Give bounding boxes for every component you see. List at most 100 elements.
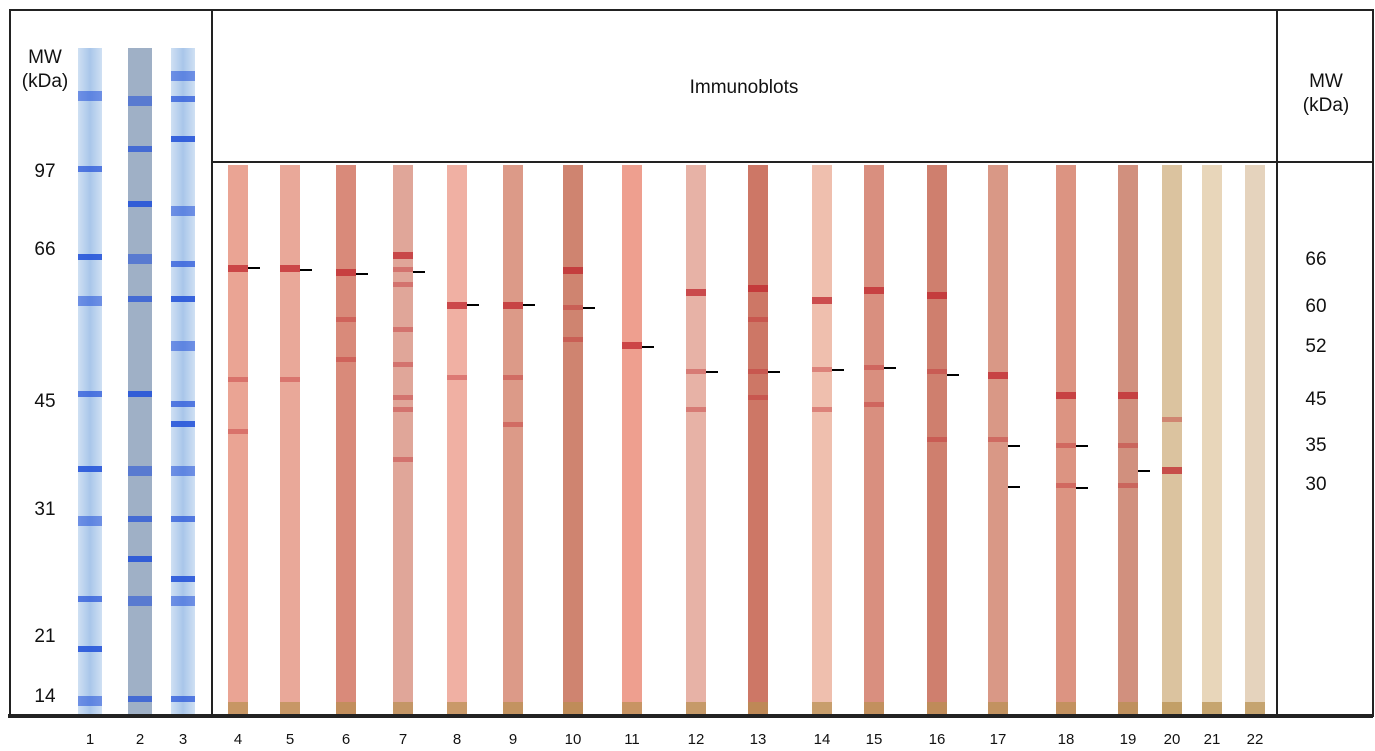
blot-band — [503, 375, 523, 380]
strip-base — [812, 702, 832, 714]
blot-strip — [927, 165, 947, 714]
strip-base — [228, 702, 248, 714]
gel-band — [128, 696, 152, 702]
blot-band — [393, 457, 413, 462]
blot-band — [1118, 392, 1138, 399]
mw-label: 66 — [1305, 249, 1326, 270]
lane-number: 1 — [86, 731, 94, 748]
blot-strip — [686, 165, 706, 714]
strip-base — [563, 702, 583, 714]
lane-number: 11 — [624, 731, 640, 748]
blot-strip — [1162, 165, 1182, 714]
blot-band — [864, 287, 884, 294]
blot-band — [1162, 417, 1182, 422]
blot-band — [563, 337, 583, 342]
blot-band — [748, 369, 768, 374]
lane-number: 12 — [688, 731, 705, 748]
blot-band — [503, 422, 523, 427]
blot-band — [393, 407, 413, 412]
lane-number: 8 — [453, 731, 461, 748]
blot-strip — [1245, 165, 1265, 714]
gel-band — [128, 596, 152, 606]
strip-base — [503, 702, 523, 714]
gel-band — [128, 556, 152, 562]
lane-number: 16 — [929, 731, 946, 748]
strip-base — [622, 702, 642, 714]
strip-base — [393, 702, 413, 714]
gel-band — [128, 296, 152, 302]
mw-label: 45 — [34, 391, 55, 412]
blot-band — [748, 317, 768, 322]
blot-band — [228, 265, 248, 272]
lane-number: 4 — [234, 731, 242, 748]
gel-band — [171, 341, 195, 351]
gel-band — [78, 516, 102, 526]
blot-strip — [503, 165, 523, 714]
gel-band — [78, 254, 102, 260]
axis-title: (kDa) — [22, 71, 68, 92]
gel-band — [171, 206, 195, 216]
blot-band — [927, 437, 947, 442]
blot-strip — [622, 165, 642, 714]
blot-band — [393, 282, 413, 287]
blot-band — [280, 377, 300, 382]
lane-number: 14 — [814, 731, 831, 748]
blot-band — [686, 289, 706, 296]
blot-band — [563, 267, 583, 274]
blot-band — [748, 285, 768, 292]
blot-band — [447, 375, 467, 380]
gel-band — [128, 391, 152, 397]
strip-base — [686, 702, 706, 714]
lane-number: 6 — [342, 731, 350, 748]
lane-number: 3 — [179, 731, 187, 748]
blot-band — [1056, 392, 1076, 399]
strip-base — [1056, 702, 1076, 714]
gel-band — [128, 254, 152, 264]
blot-strip — [447, 165, 467, 714]
blot-strip — [336, 165, 356, 714]
mw-label: 97 — [34, 161, 55, 182]
gel-band — [78, 596, 102, 602]
blot-band — [563, 305, 583, 310]
blot-band — [686, 369, 706, 374]
lane-number: 18 — [1058, 731, 1075, 748]
gel-band — [78, 166, 102, 172]
lane-number: 15 — [866, 731, 883, 748]
strip-base — [447, 702, 467, 714]
mw-label: 45 — [1305, 389, 1326, 410]
lane-number: 13 — [750, 731, 767, 748]
blot-band — [748, 395, 768, 400]
strip-base — [988, 702, 1008, 714]
lane-number: 2 — [136, 731, 144, 748]
blot-band — [393, 362, 413, 367]
mw-label: 30 — [1305, 474, 1326, 495]
gel-lane — [78, 48, 102, 714]
blot-band — [393, 252, 413, 259]
blot-band — [228, 429, 248, 434]
gel-band — [78, 696, 102, 706]
axis-title: (kDa) — [1303, 95, 1349, 116]
gel-band — [78, 296, 102, 306]
blot-band — [1056, 443, 1076, 448]
lane-number: 22 — [1247, 731, 1264, 748]
lane-number: 21 — [1204, 731, 1221, 748]
gel-band — [128, 466, 152, 476]
blot-strip — [748, 165, 768, 714]
lane-number: 7 — [399, 731, 407, 748]
gel-band — [171, 261, 195, 267]
frame — [8, 9, 1374, 718]
blot-strip — [1056, 165, 1076, 714]
gel-band — [171, 421, 195, 427]
gel-band — [171, 516, 195, 522]
axis-title: MW — [1309, 71, 1343, 92]
blot-band — [988, 372, 1008, 379]
strip-base — [748, 702, 768, 714]
blot-band — [336, 317, 356, 322]
blot-band — [622, 342, 642, 349]
blot-band — [228, 377, 248, 382]
lane-number: 19 — [1120, 731, 1137, 748]
blot-band — [1118, 483, 1138, 488]
strip-base — [1162, 702, 1182, 714]
blot-band — [1056, 483, 1076, 488]
